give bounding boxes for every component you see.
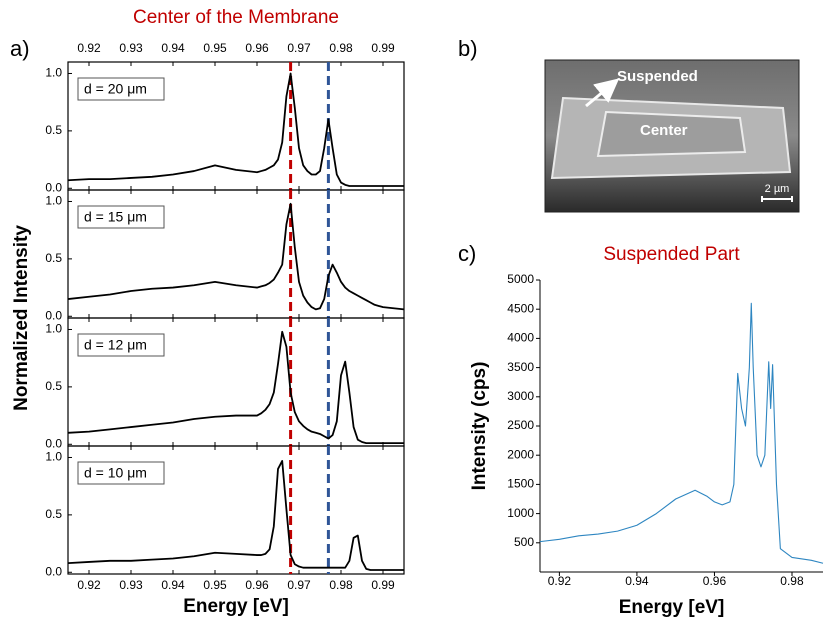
x-tick-label-top: 0.97 (287, 41, 311, 55)
y-tick-label: 0.0 (45, 564, 62, 578)
sem-image: Suspended Center 2 µm (544, 59, 800, 213)
y-axis-label: Normalized Intensity (11, 225, 32, 411)
x-tick-label: 0.96 (703, 574, 727, 588)
y-tick-label: 1.0 (45, 450, 62, 464)
y-tick-label: 4500 (507, 301, 534, 315)
x-tick-label: 0.92 (548, 574, 572, 588)
x-tick-label-top: 0.98 (329, 41, 353, 55)
x-tick-label-top: 0.95 (203, 41, 227, 55)
annotation: d = 10 μm (84, 465, 147, 481)
y-tick-label: 0.5 (45, 123, 62, 137)
y-tick-label: 0.5 (45, 379, 62, 393)
panel: 0.92 0.94 0.96 0.98 500 1000 1500 2000 2500 3000 3… (469, 244, 824, 618)
x-tick-label: 0.98 (329, 578, 353, 592)
sem-arrow (585, 78, 620, 108)
y-tick-label: 0.0 (45, 308, 62, 322)
x-axis-label: Energy [eV] (619, 597, 725, 618)
y-tick-label: 0.0 (45, 436, 62, 450)
x-tick-label-top: 0.92 (77, 41, 101, 55)
panel: 0.92 0.93 0.94 0.95 0.96 0.97 0.98 0.99 0.0 0.5 1.… (11, 7, 405, 411)
y-tick-label: 3000 (507, 389, 534, 403)
spectrum-line (539, 302, 824, 564)
y-tick-label: 0.5 (45, 507, 62, 521)
annotation: d = 20 μm (84, 81, 147, 97)
scale-bar (761, 196, 793, 202)
y-tick-label: 3500 (507, 360, 534, 374)
x-tick-label-top: 0.94 (161, 41, 185, 55)
x-tick-label-top: 0.93 (119, 41, 143, 55)
y-tick-label: 5000 (507, 272, 534, 286)
y-tick-label: 1000 (507, 506, 534, 520)
spectrum-line (67, 72, 404, 187)
panel: 0.92 0.93 0.94 0.95 0.96 0.97 0.98 0.99 0.0 0.5 1.… (45, 445, 405, 617)
x-tick-label: 0.95 (203, 578, 227, 592)
spectrum-line (67, 330, 404, 445)
y-tick-label: 1500 (507, 477, 534, 491)
x-tick-label-top: 0.99 (371, 41, 395, 55)
y-tick-label: 1.0 (45, 66, 62, 80)
spectrum-line (67, 202, 405, 311)
sem-label: Suspended (617, 68, 698, 85)
x-axis-label: Energy [eV] (183, 596, 289, 617)
y-tick-label: 4000 (507, 331, 534, 345)
panel-label: c) (458, 241, 476, 266)
y-axis-label: Intensity (cps) (469, 362, 490, 491)
x-tick-label: 0.96 (245, 578, 269, 592)
y-tick-label: 500 (514, 535, 534, 549)
annotation: d = 12 μm (84, 337, 147, 353)
annotation: d = 15 μm (84, 209, 147, 225)
sem-center (596, 110, 747, 158)
x-tick-label-top: 0.96 (245, 41, 269, 55)
y-tick-label: 2500 (507, 418, 534, 432)
x-tick-label: 0.92 (77, 578, 101, 592)
x-tick-label: 0.97 (287, 578, 311, 592)
panel-label: a) (10, 36, 30, 61)
panel: 0.0 0.5 1.0 d = 12 μm (45, 317, 405, 450)
chart-title: Center of the Membrane (133, 7, 339, 28)
y-tick-label: 1.0 (45, 322, 62, 336)
x-tick-label: 0.94 (161, 578, 185, 592)
x-tick-label: 0.99 (371, 578, 395, 592)
annotation-box (77, 77, 165, 101)
annotation-box (77, 461, 165, 485)
y-tick-label: 2000 (507, 447, 534, 461)
annotation-box (77, 205, 165, 229)
y-tick-label: 0.0 (45, 180, 62, 194)
y-tick-label: 0.5 (45, 251, 62, 265)
plot-frame (67, 445, 405, 575)
y-tick-label: 1.0 (45, 194, 62, 208)
spectrum-line (67, 460, 404, 571)
annotation-box (77, 333, 165, 357)
panel: 0.0 0.5 1.0 d = 15 μm (45, 189, 405, 322)
panel-label: b) (458, 36, 478, 61)
x-tick-label: 0.98 (780, 574, 804, 588)
chart-title: Suspended Part (603, 244, 740, 265)
sem-label: Center (640, 122, 688, 139)
x-tick-label: 0.94 (625, 574, 649, 588)
x-tick-label: 0.93 (119, 578, 143, 592)
scale-bar-label: 2 µm (765, 183, 790, 195)
